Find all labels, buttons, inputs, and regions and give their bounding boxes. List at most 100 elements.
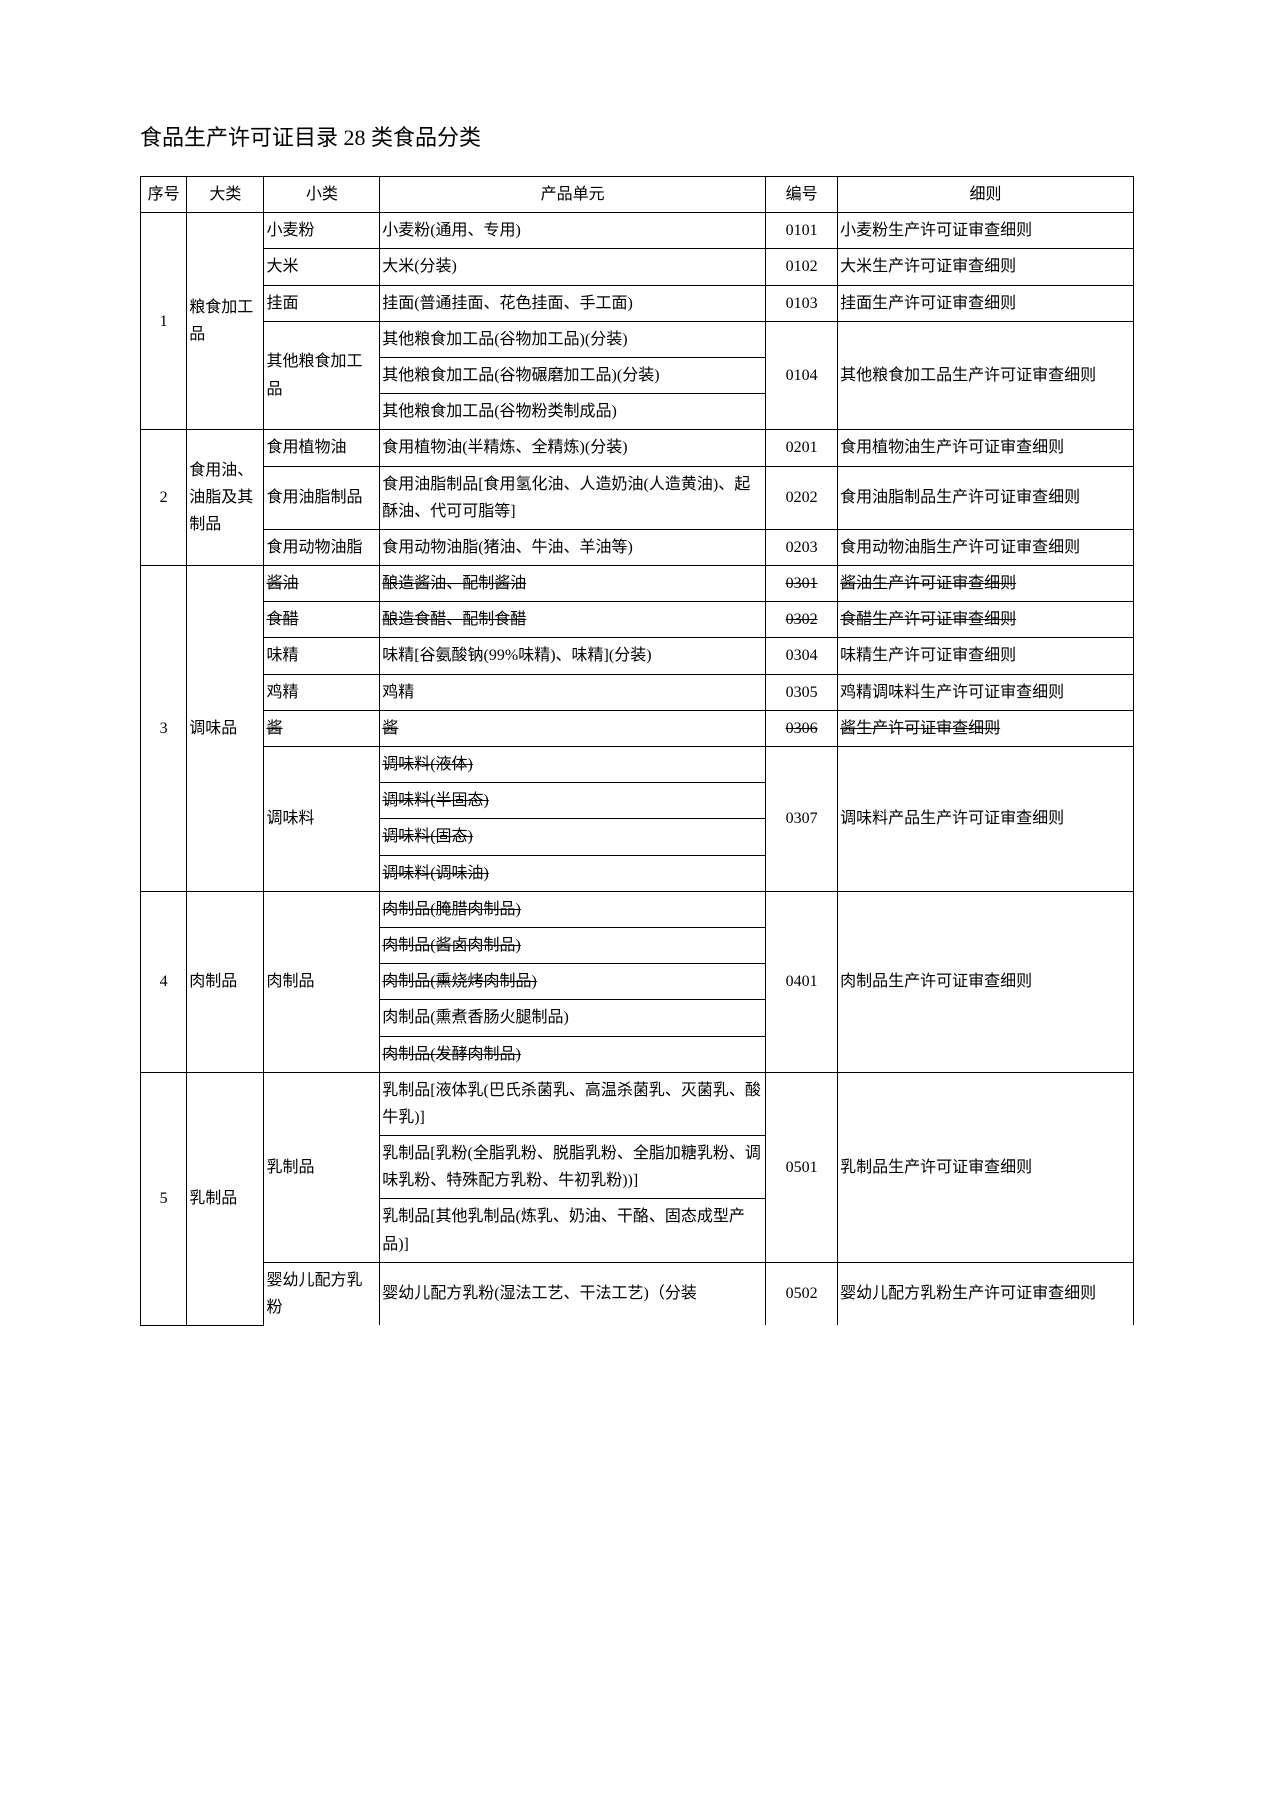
table-cell: 食用动物油脂生产许可证审查细则	[838, 529, 1134, 565]
table-row: 4肉制品肉制品肉制品(腌腊肉制品)0401肉制品生产许可证审查细则	[141, 891, 1134, 927]
table-cell: 3	[141, 566, 187, 892]
table-cell: 肉制品(酱卤肉制品)	[380, 927, 766, 963]
table-cell: 肉制品(发酵肉制品)	[380, 1036, 766, 1072]
table-cell: 粮食加工品	[187, 213, 264, 430]
table-cell: 小麦粉生产许可证审查细则	[838, 213, 1134, 249]
table-cell: 食醋生产许可证审查细则	[838, 602, 1134, 638]
table-cell: 0307	[766, 747, 838, 892]
table-cell: 肉制品	[264, 891, 380, 1072]
table-cell: 食用动物油脂	[264, 529, 380, 565]
table-cell: 婴幼儿配方乳粉生产许可证审查细则	[838, 1262, 1134, 1325]
table-cell: 其他粮食加工品	[264, 321, 380, 430]
table-cell: 4	[141, 891, 187, 1072]
table-cell: 酱	[264, 710, 380, 746]
table-cell: 婴幼儿配方乳粉(湿法工艺、干法工艺)（分装	[380, 1262, 766, 1325]
table-row: 3调味品酱油酿造酱油、配制酱油0301酱油生产许可证审查细则	[141, 566, 1134, 602]
col-sub: 小类	[264, 177, 380, 213]
table-cell: 挂面(普通挂面、花色挂面、手工面)	[380, 285, 766, 321]
table-cell: 0302	[766, 602, 838, 638]
table-cell: 鸡精	[264, 674, 380, 710]
table-cell: 酱	[380, 710, 766, 746]
table-cell: 0203	[766, 529, 838, 565]
table-cell: 小麦粉(通用、专用)	[380, 213, 766, 249]
table-cell: 调味料(固态)	[380, 819, 766, 855]
page-title: 食品生产许可证目录 28 类食品分类	[140, 120, 1134, 152]
table-cell: 乳制品	[187, 1072, 264, 1325]
table-cell: 婴幼儿配方乳粉	[264, 1262, 380, 1325]
table-cell: 食用植物油(半精炼、全精炼)(分装)	[380, 430, 766, 466]
table-cell: 肉制品(腌腊肉制品)	[380, 891, 766, 927]
table-cell: 调味料产品生产许可证审查细则	[838, 747, 1134, 892]
table-cell: 其他粮食加工品(谷物加工品)(分装)	[380, 321, 766, 357]
table-cell: 味精[谷氨酸钠(99%味精)、味精](分装)	[380, 638, 766, 674]
table-row: 鸡精鸡精0305鸡精调味料生产许可证审查细则	[141, 674, 1134, 710]
table-cell: 调味料(调味油)	[380, 855, 766, 891]
table-cell: 食醋	[264, 602, 380, 638]
col-prod: 产品单元	[380, 177, 766, 213]
table-cell: 大米	[264, 249, 380, 285]
col-seq: 序号	[141, 177, 187, 213]
table-cell: 调味品	[187, 566, 264, 892]
table-cell: 食用油脂制品[食用氢化油、人造奶油(人造黄油)、起酥油、代可可脂等]	[380, 466, 766, 529]
table-row: 5乳制品乳制品乳制品[液体乳(巴氏杀菌乳、高温杀菌乳、灭菌乳、酸牛乳)]0501…	[141, 1072, 1134, 1135]
table-cell: 其他粮食加工品生产许可证审查细则	[838, 321, 1134, 430]
catalog-table: 序号 大类 小类 产品单元 编号 细则 1粮食加工品小麦粉小麦粉(通用、专用)0…	[140, 176, 1134, 1326]
table-cell: 0502	[766, 1262, 838, 1325]
table-cell: 食用油、油脂及其制品	[187, 430, 264, 566]
table-cell: 其他粮食加工品(谷物粉类制成品)	[380, 394, 766, 430]
table-cell: 0104	[766, 321, 838, 430]
table-cell: 肉制品生产许可证审查细则	[838, 891, 1134, 1072]
table-row: 调味料调味料(液体)0307调味料产品生产许可证审查细则	[141, 747, 1134, 783]
table-row: 酱酱0306酱生产许可证审查细则	[141, 710, 1134, 746]
table-cell: 乳制品[其他乳制品(炼乳、奶油、干酪、固态成型产品)]	[380, 1199, 766, 1262]
col-code: 编号	[766, 177, 838, 213]
table-cell: 乳制品[液体乳(巴氏杀菌乳、高温杀菌乳、灭菌乳、酸牛乳)]	[380, 1072, 766, 1135]
table-cell: 大米生产许可证审查细则	[838, 249, 1134, 285]
table-cell: 酿造酱油、配制酱油	[380, 566, 766, 602]
table-cell: 酱油生产许可证审查细则	[838, 566, 1134, 602]
table-cell: 调味料	[264, 747, 380, 892]
table-row: 食醋酿造食醋、配制食醋0302食醋生产许可证审查细则	[141, 602, 1134, 638]
table-cell: 1	[141, 213, 187, 430]
table-cell: 0501	[766, 1072, 838, 1262]
table-row: 食用动物油脂食用动物油脂(猪油、牛油、羊油等)0203食用动物油脂生产许可证审查…	[141, 529, 1134, 565]
table-cell: 挂面生产许可证审查细则	[838, 285, 1134, 321]
table-cell: 味精	[264, 638, 380, 674]
table-cell: 酿造食醋、配制食醋	[380, 602, 766, 638]
table-cell: 肉制品(熏烧烤肉制品)	[380, 964, 766, 1000]
table-cell: 鸡精调味料生产许可证审查细则	[838, 674, 1134, 710]
table-cell: 酱生产许可证审查细则	[838, 710, 1134, 746]
table-cell: 食用动物油脂(猪油、牛油、羊油等)	[380, 529, 766, 565]
table-cell: 0102	[766, 249, 838, 285]
table-header-row: 序号 大类 小类 产品单元 编号 细则	[141, 177, 1134, 213]
table-cell: 乳制品生产许可证审查细则	[838, 1072, 1134, 1262]
table-cell: 0304	[766, 638, 838, 674]
table-row: 1粮食加工品小麦粉小麦粉(通用、专用)0101小麦粉生产许可证审查细则	[141, 213, 1134, 249]
table-cell: 食用植物油	[264, 430, 380, 466]
table-cell: 0305	[766, 674, 838, 710]
table-cell: 大米(分装)	[380, 249, 766, 285]
table-cell: 小麦粉	[264, 213, 380, 249]
table-cell: 0301	[766, 566, 838, 602]
table-row: 挂面挂面(普通挂面、花色挂面、手工面)0103挂面生产许可证审查细则	[141, 285, 1134, 321]
table-cell: 其他粮食加工品(谷物碾磨加工品)(分装)	[380, 357, 766, 393]
col-cat: 大类	[187, 177, 264, 213]
table-cell: 0101	[766, 213, 838, 249]
table-cell: 5	[141, 1072, 187, 1325]
table-cell: 肉制品(熏煮香肠火腿制品)	[380, 1000, 766, 1036]
table-cell: 食用植物油生产许可证审查细则	[838, 430, 1134, 466]
table-row: 大米大米(分装)0102大米生产许可证审查细则	[141, 249, 1134, 285]
table-cell: 挂面	[264, 285, 380, 321]
table-cell: 乳制品	[264, 1072, 380, 1262]
table-row: 食用油脂制品食用油脂制品[食用氢化油、人造奶油(人造黄油)、起酥油、代可可脂等]…	[141, 466, 1134, 529]
table-cell: 食用油脂制品	[264, 466, 380, 529]
table-row: 2食用油、油脂及其制品食用植物油食用植物油(半精炼、全精炼)(分装)0201食用…	[141, 430, 1134, 466]
table-cell: 乳制品[乳粉(全脂乳粉、脱脂乳粉、全脂加糖乳粉、调味乳粉、特殊配方乳粉、牛初乳粉…	[380, 1136, 766, 1199]
table-row: 婴幼儿配方乳粉婴幼儿配方乳粉(湿法工艺、干法工艺)（分装0502婴幼儿配方乳粉生…	[141, 1262, 1134, 1325]
table-cell: 调味料(液体)	[380, 747, 766, 783]
table-cell: 味精生产许可证审查细则	[838, 638, 1134, 674]
table-row: 其他粮食加工品其他粮食加工品(谷物加工品)(分装)0104其他粮食加工品生产许可…	[141, 321, 1134, 357]
table-cell: 肉制品	[187, 891, 264, 1072]
table-cell: 食用油脂制品生产许可证审查细则	[838, 466, 1134, 529]
table-cell: 0401	[766, 891, 838, 1072]
